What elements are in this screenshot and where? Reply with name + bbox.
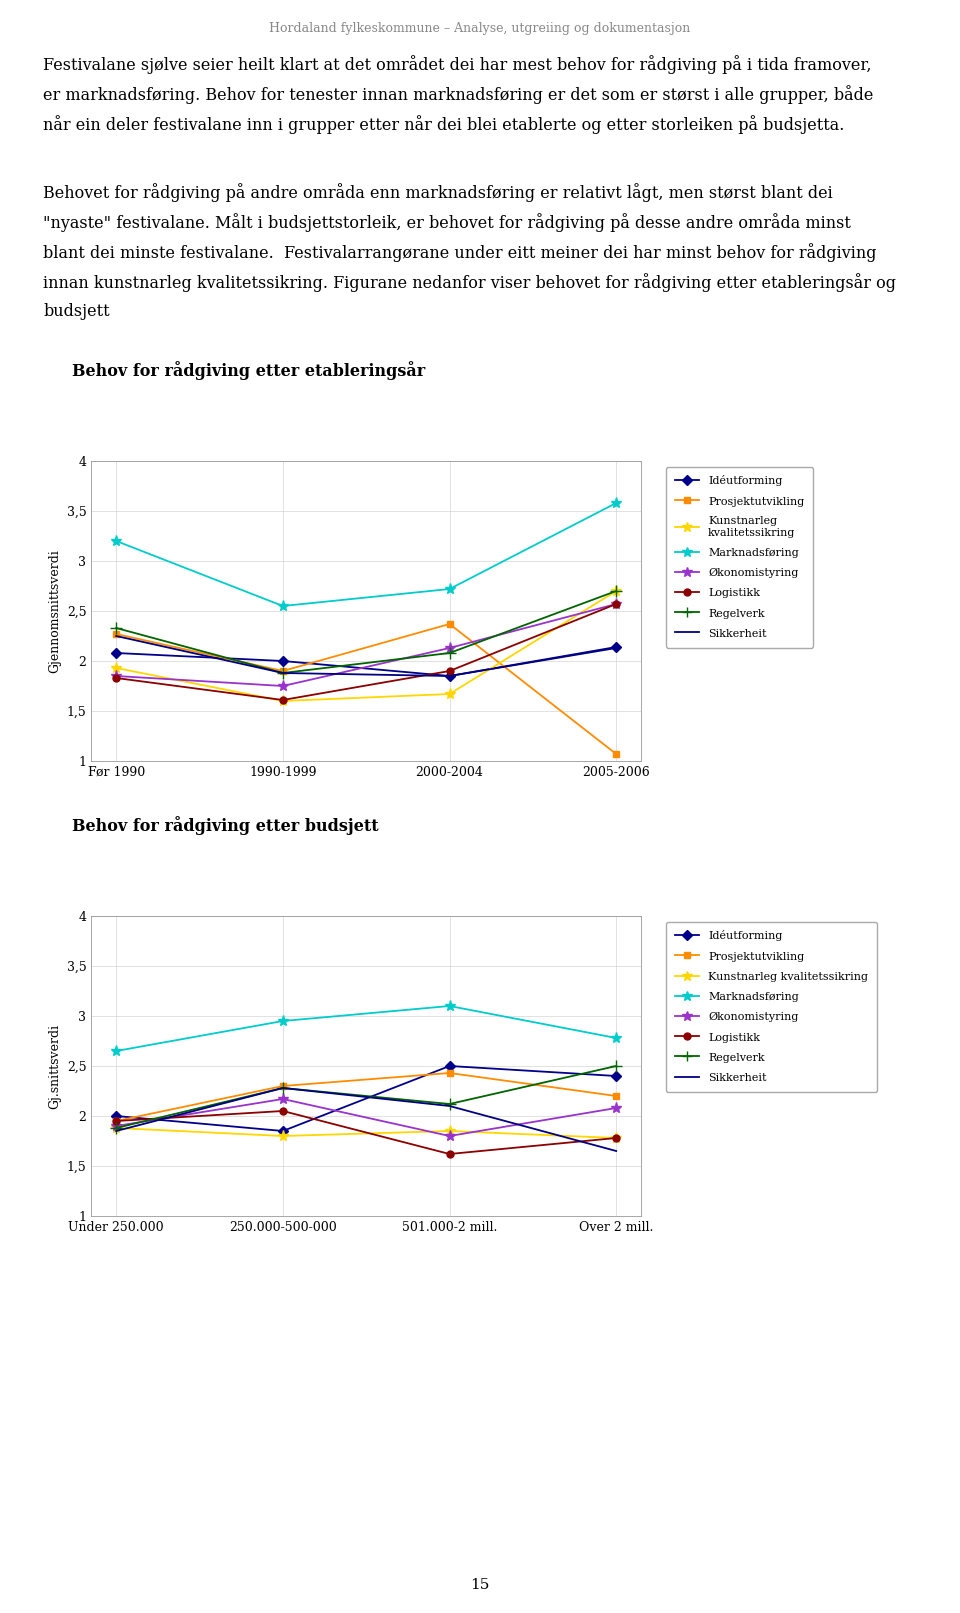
Text: Hordaland fylkeskommune – Analyse, utgreiing og dokumentasjon: Hordaland fylkeskommune – Analyse, utgre…: [270, 23, 690, 35]
Text: "nyaste" festivalane. Målt i budsjettstorleik, er behovet for rådgiving på desse: "nyaste" festivalane. Målt i budsjettsto…: [43, 213, 852, 232]
Text: Behov for rådgiving etter etableringsår: Behov for rådgiving etter etableringsår: [72, 361, 425, 381]
Y-axis label: Gjennomsnittsverdi: Gjennomsnittsverdi: [48, 548, 61, 673]
Text: Festivalane sjølve seier heilt klart at det området dei har mest behov for rådgi: Festivalane sjølve seier heilt klart at …: [43, 55, 872, 74]
Text: 15: 15: [470, 1578, 490, 1592]
Text: budsjett: budsjett: [43, 303, 109, 319]
Text: når ein deler festivalane inn i grupper etter når dei blei etablerte og etter st: når ein deler festivalane inn i grupper …: [43, 115, 845, 134]
Legend: Idéutforming, Prosjektutvikling, Kunstnarleg kvalitetssikring, Marknadsføring, Ø: Idéutforming, Prosjektutvikling, Kunstna…: [666, 921, 877, 1092]
Text: innan kunstnarleg kvalitetssikring. Figurane nedanfor viser behovet for rådgivin: innan kunstnarleg kvalitetssikring. Figu…: [43, 273, 897, 292]
Text: er marknadsføring. Behov for tenester innan marknadsføring er det som er størst : er marknadsføring. Behov for tenester in…: [43, 85, 874, 103]
Legend: Idéutforming, Prosjektutvikling, Kunstnarleg
kvalitetssikring, Marknadsføring, Ø: Idéutforming, Prosjektutvikling, Kunstna…: [666, 466, 813, 648]
Text: Behov for rådgiving etter budsjett: Behov for rådgiving etter budsjett: [72, 816, 378, 836]
Text: blant dei minste festivalane.  Festivalarrangørane under eitt meiner dei har min: blant dei minste festivalane. Festivalar…: [43, 244, 876, 261]
Y-axis label: Gj.snittsverdi: Gj.snittsverdi: [48, 1023, 61, 1108]
Text: Behovet for rådgiving på andre områda enn marknadsføring er relativt lågt, men s: Behovet for rådgiving på andre områda en…: [43, 182, 833, 202]
